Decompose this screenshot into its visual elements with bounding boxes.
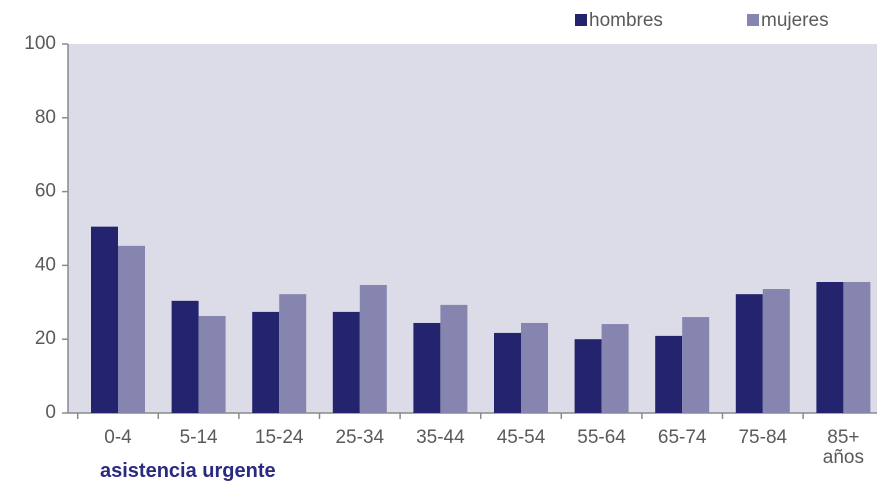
- x-tick-label: 25-34: [335, 427, 385, 448]
- bar: [494, 332, 521, 413]
- y-tick-label: 100: [24, 33, 56, 54]
- x-tick-label: 55-64: [577, 427, 626, 448]
- bar: [521, 322, 548, 413]
- bar: [682, 317, 710, 413]
- bar: [843, 282, 871, 413]
- bar: [655, 335, 683, 413]
- bar: [601, 324, 629, 413]
- legend-label: mujeres: [761, 10, 829, 31]
- x-axis-label: asistencia urgente: [100, 460, 276, 482]
- legend-swatch: [575, 14, 587, 26]
- x-tick-label: 15-24: [254, 427, 304, 448]
- bar: [118, 245, 145, 413]
- bar: [279, 294, 307, 413]
- bar: [332, 311, 360, 413]
- x-tick-label: 35-44: [416, 427, 465, 448]
- y-tick-label: 60: [35, 181, 56, 202]
- bar: [762, 289, 790, 413]
- x-tick-label: 45-54: [496, 427, 546, 448]
- y-tick-label: 0: [45, 402, 56, 423]
- y-tick-label: 20: [35, 328, 56, 349]
- bar: [735, 294, 763, 413]
- x-tick-label: 0-4: [104, 427, 132, 448]
- bar: [574, 339, 602, 413]
- bar: [816, 282, 844, 413]
- bar: [198, 315, 226, 413]
- legend-swatch: [747, 14, 759, 26]
- bar: [171, 300, 199, 413]
- x-tick-label: 85+ años: [822, 427, 864, 468]
- bar: [359, 284, 387, 413]
- y-tick-label: 80: [35, 107, 56, 128]
- bar: [440, 304, 468, 413]
- x-tick-label: 65-74: [657, 427, 707, 448]
- bar: [252, 311, 280, 413]
- y-tick-label: 40: [35, 254, 56, 275]
- bar: [91, 226, 118, 413]
- bar: [413, 322, 441, 413]
- legend-label: hombres: [589, 10, 663, 31]
- x-tick-label: 75-84: [738, 427, 788, 448]
- x-tick-label: 5-14: [179, 427, 218, 448]
